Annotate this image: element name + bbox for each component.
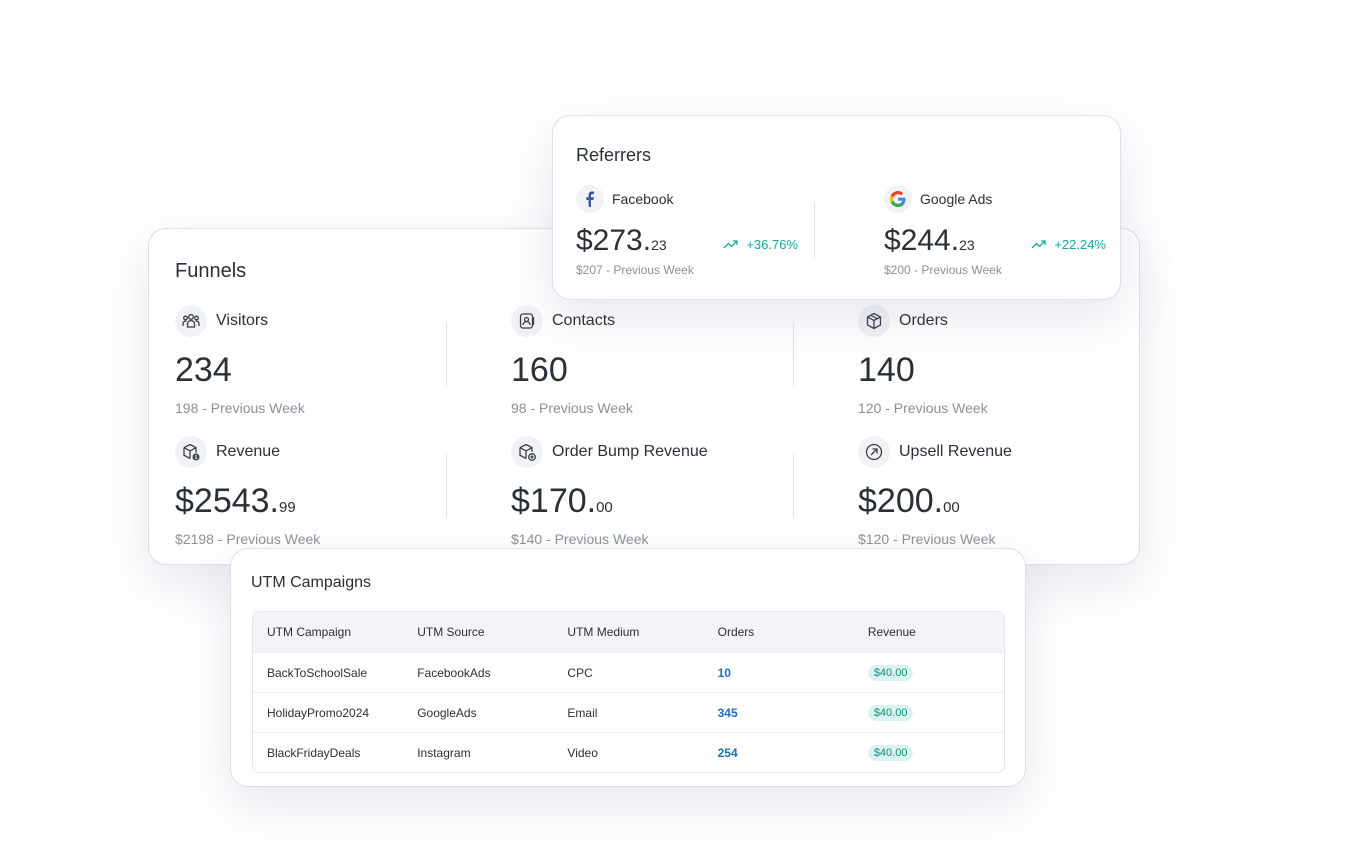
cell-campaign: BlackFridayDeals xyxy=(267,745,361,760)
utm-campaigns-card: UTM Campaigns UTM Campaign UTM Source UT… xyxy=(230,548,1026,787)
cell-orders-link[interactable]: 254 xyxy=(717,745,738,760)
metric-previous: 120 - Previous Week xyxy=(858,400,988,416)
referrers-title: Referrers xyxy=(576,145,652,165)
referrer-previous: $200 - Previous Week xyxy=(884,263,1002,277)
divider xyxy=(793,323,794,386)
cell-medium: Video xyxy=(567,745,598,760)
metric-upsell-revenue: Upsell Revenue $200.00 $120 - Previous W… xyxy=(858,436,1118,547)
arrow-up-right-circle-icon xyxy=(858,436,890,468)
cell-campaign: HolidayPromo2024 xyxy=(267,705,370,720)
box-plus-icon xyxy=(511,436,543,468)
cell-orders-link[interactable]: 10 xyxy=(717,665,731,680)
metric-previous: 198 - Previous Week xyxy=(175,400,305,416)
cell-medium: Email xyxy=(567,705,598,720)
referrer-previous: $207 - Previous Week xyxy=(576,263,694,277)
cell-revenue: $40.00 xyxy=(854,704,1004,721)
metric-value: 160 xyxy=(511,351,568,389)
metric-label: Order Bump Revenue xyxy=(552,443,708,460)
metric-revenue: $ Revenue $2543.99 $2198 - Previous Week xyxy=(175,436,435,547)
table-row[interactable]: BlackFridayDeals Instagram Video 254 $40… xyxy=(253,732,1004,772)
metric-previous: $120 - Previous Week xyxy=(858,531,996,547)
metric-value: $170.00 xyxy=(511,482,613,520)
metric-previous: $2198 - Previous Week xyxy=(175,531,321,547)
facebook-icon xyxy=(576,185,604,213)
contact-card-icon xyxy=(511,305,543,337)
metric-label: Upsell Revenue xyxy=(899,443,1012,460)
cell-medium: CPC xyxy=(567,665,593,680)
users-icon xyxy=(175,305,207,337)
column-header-orders[interactable]: Orders xyxy=(717,625,755,639)
referrer-growth: +22.24% xyxy=(1031,237,1106,252)
metric-contacts: Contacts 160 98 - Previous Week xyxy=(511,305,771,416)
divider xyxy=(814,203,815,259)
box-dollar-icon: $ xyxy=(175,436,207,468)
metric-value: $200.00 xyxy=(858,482,960,520)
referrer-growth: +36.76% xyxy=(723,237,798,252)
cell-source: Instagram xyxy=(417,745,471,760)
cell-campaign: BackToSchoolSale xyxy=(267,665,368,680)
column-header-source[interactable]: UTM Source xyxy=(417,625,485,639)
metric-label: Revenue xyxy=(216,443,281,460)
box-icon xyxy=(858,305,890,337)
metric-label: Contacts xyxy=(552,312,616,329)
table-row[interactable]: HolidayPromo2024 GoogleAds Email 345 $40… xyxy=(253,692,1004,732)
referrer-label: Facebook xyxy=(612,191,674,207)
trend-up-icon xyxy=(723,240,738,249)
metric-visitors: Visitors 234 198 - Previous Week xyxy=(175,305,435,416)
revenue-badge: $40.00 xyxy=(867,704,914,721)
metric-previous: $140 - Previous Week xyxy=(511,531,649,547)
referrer-value: $244.23 xyxy=(884,224,975,257)
funnels-title: Funnels xyxy=(175,260,247,282)
column-header-revenue[interactable]: Revenue xyxy=(867,625,916,639)
svg-text:$: $ xyxy=(195,455,198,461)
table-header-row: UTM Campaign UTM Source UTM Medium Order… xyxy=(253,612,1004,652)
google-icon xyxy=(884,185,912,213)
metric-value: 234 xyxy=(175,351,232,389)
referrer-value: $273.23 xyxy=(576,224,667,257)
cell-source: FacebookAds xyxy=(417,665,491,680)
trend-up-icon xyxy=(1031,240,1046,249)
cell-revenue: $40.00 xyxy=(854,664,1004,681)
divider xyxy=(446,323,447,386)
utm-table: UTM Campaign UTM Source UTM Medium Order… xyxy=(252,611,1005,773)
divider xyxy=(793,454,794,517)
metric-orders: Orders 140 120 - Previous Week xyxy=(858,305,1118,416)
referrers-card: Referrers Facebook $273.23 +36.76% $207 … xyxy=(552,115,1121,300)
table-row[interactable]: BackToSchoolSale FacebookAds CPC 10 $40.… xyxy=(253,652,1004,692)
revenue-badge: $40.00 xyxy=(867,664,914,681)
metric-label: Orders xyxy=(899,312,948,329)
referrer-google-ads: Google Ads $244.23 +22.24% $200 - Previo… xyxy=(884,185,1106,277)
referrer-facebook: Facebook $273.23 +36.76% $207 - Previous… xyxy=(576,185,798,277)
cell-source: GoogleAds xyxy=(417,705,477,720)
column-header-campaign[interactable]: UTM Campaign xyxy=(267,625,352,639)
divider xyxy=(446,454,447,517)
cell-orders-link[interactable]: 345 xyxy=(717,705,738,720)
referrer-label: Google Ads xyxy=(920,191,993,207)
utm-title: UTM Campaigns xyxy=(251,574,372,591)
metric-order-bump-revenue: Order Bump Revenue $170.00 $140 - Previo… xyxy=(511,436,771,547)
revenue-badge: $40.00 xyxy=(867,744,914,761)
metric-previous: 98 - Previous Week xyxy=(511,400,633,416)
metric-value: $2543.99 xyxy=(175,482,296,520)
column-header-medium[interactable]: UTM Medium xyxy=(567,625,640,639)
cell-revenue: $40.00 xyxy=(854,744,1004,761)
metric-label: Visitors xyxy=(216,312,269,329)
metric-value: 140 xyxy=(858,351,915,389)
